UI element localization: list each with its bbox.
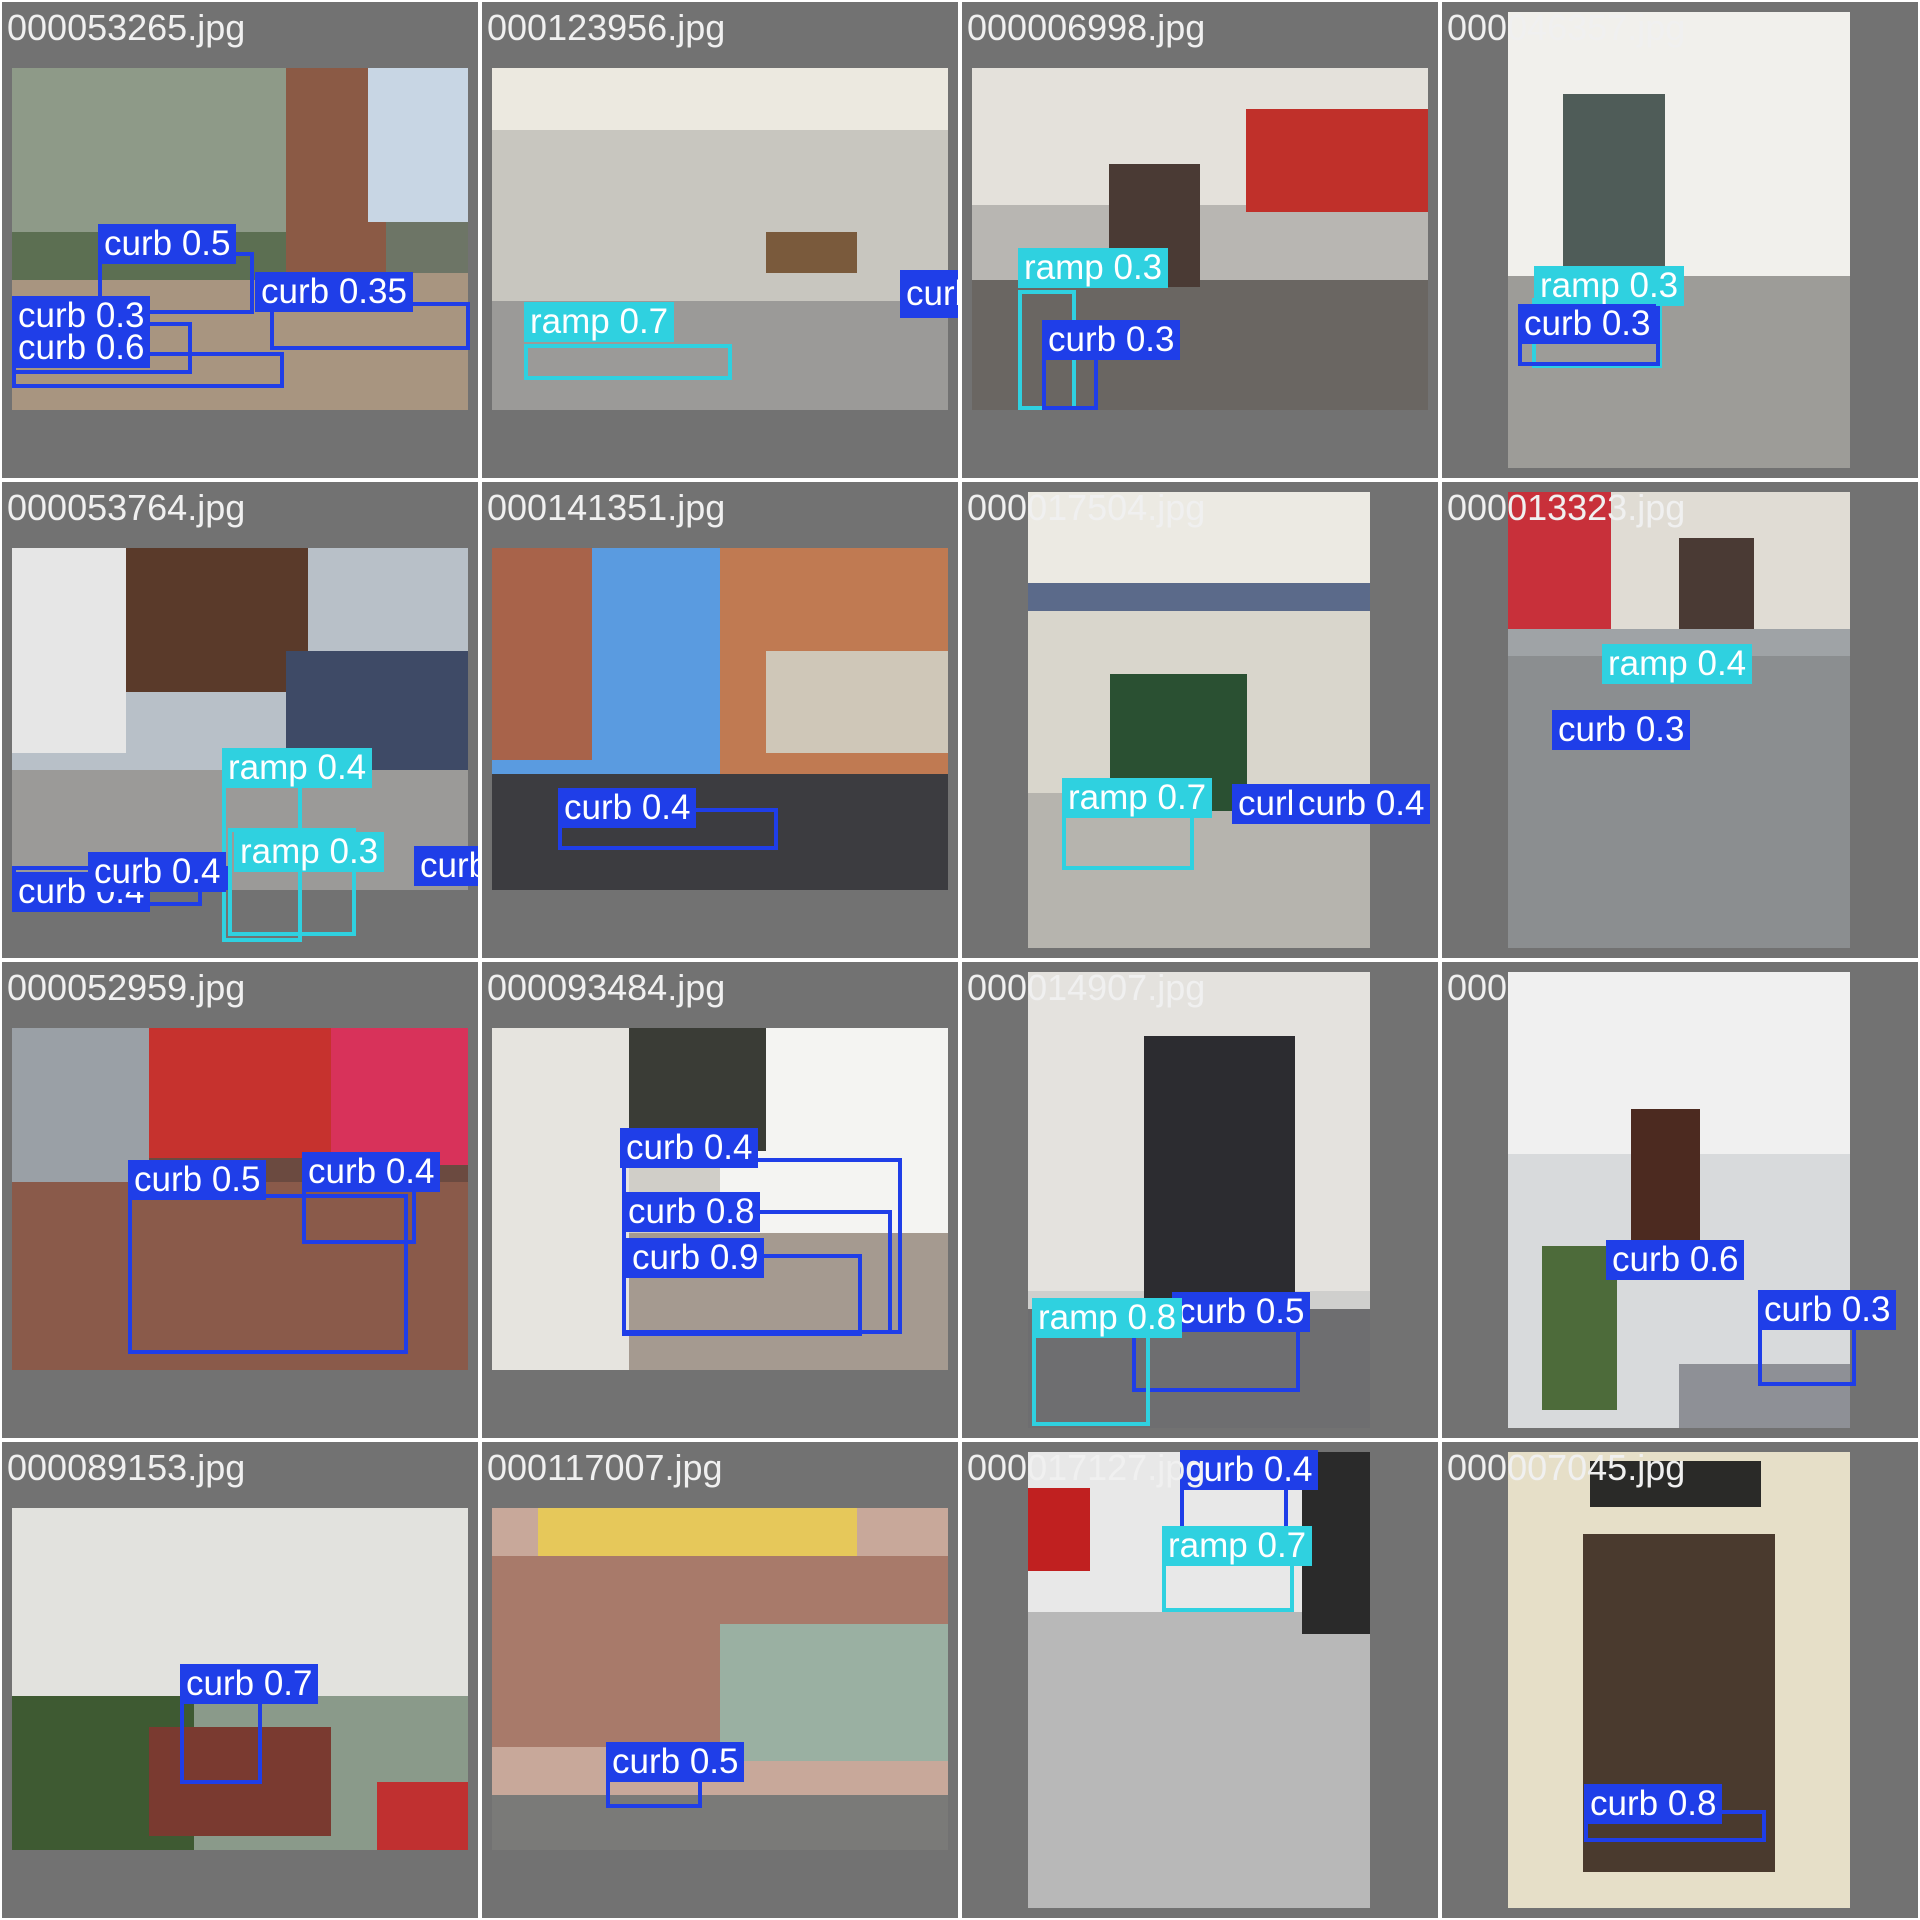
detection-cell: 000123956.jpg ramp 0.7 curb 0.4: [482, 2, 958, 478]
ramp-detection-label: ramp 0.7: [1062, 778, 1213, 818]
image-filename: 000034517.jpg: [1447, 967, 1686, 1008]
curb-bounding-box: [128, 1194, 408, 1354]
curb-detection-label: curb 0.35: [255, 272, 413, 312]
detection-cell: 000017127.jpg curb 0.4 ramp 0.7: [962, 1442, 1438, 1918]
curb-detection-label: curb 0.3: [1042, 320, 1181, 360]
ramp-detection-label: ramp 0.7: [1162, 1526, 1313, 1566]
curb-detection-label: curb 0.3: [1758, 1290, 1897, 1330]
curb-detection-label: curb 0.4: [302, 1152, 441, 1192]
scene-photo: [492, 1508, 948, 1850]
scene-photo: [1508, 1452, 1850, 1908]
curb-detection-label: curb 0.6: [1606, 1240, 1745, 1280]
curb-detection-label: curb 0.3: [1518, 304, 1657, 344]
image-filename: 000093484.jpg: [487, 967, 726, 1008]
ramp-bounding-box: [228, 828, 356, 936]
curb-detection-label: curb 0.4: [12, 872, 151, 912]
detection-cell: 000093484.jpg curb 0.4 curb 0.8 curb 0.9: [482, 962, 958, 1438]
ramp-detection-label: ramp 0.3: [1018, 248, 1169, 288]
scene-photo: [12, 548, 468, 890]
ramp-detection-label: ramp 0.4: [1602, 644, 1753, 684]
image-filename: 000007045.jpg: [1447, 1447, 1686, 1488]
detection-cell: 000006998.jpg ramp 0.3 curb 0.3: [962, 2, 1438, 478]
curb-detection-label: curb 0.4: [88, 852, 227, 892]
curb-detection-label: curb 0.9: [626, 1238, 765, 1278]
curb-detection-label: curb 0.4: [558, 788, 697, 828]
detection-cell: 000013323.jpg ramp 0.4 curb 0.3: [1442, 482, 1918, 958]
detection-cell: 000089153.jpg curb 0.7: [2, 1442, 478, 1918]
ramp-detection-label: ramp 0.7: [524, 302, 675, 342]
detection-cell: 000141351.jpg curb 0.4: [482, 482, 958, 958]
ramp-bounding-box: [524, 344, 732, 380]
detection-cell: 000117007.jpg curb 0.5: [482, 1442, 958, 1918]
image-filename: 000014907.jpg: [967, 967, 1206, 1008]
image-filename: 000017127.jpg: [967, 1447, 1206, 1488]
ramp-detection-label: ramp 0.8: [1032, 1298, 1183, 1338]
curb-detection-label: curb 0.6: [12, 328, 151, 368]
ramp-detection-label: ramp 0.3: [234, 832, 385, 872]
curb-detection-label: curb 0.5: [606, 1742, 745, 1782]
scene-photo: [1028, 492, 1370, 948]
curb-detection-label: curb 0.4: [900, 274, 958, 314]
image-filename: 000017504.jpg: [967, 487, 1206, 528]
image-filename: 000006998.jpg: [967, 7, 1206, 48]
scene-photo: [1028, 1452, 1370, 1908]
curb-detection-label: curb 0.4: [1292, 784, 1431, 824]
image-filename: 000123956.jpg: [487, 7, 726, 48]
curb-detection-label: curb 0.8: [622, 1192, 761, 1232]
detection-cell: 000014907.jpg curb 0.5 ramp 0.8: [962, 962, 1438, 1438]
detection-cell: 000053265.jpg curb 0.5 curb 0.35 curb 0.3 cu…: [2, 2, 478, 478]
detection-cell: 000034517.jpg curb 0.6 curb 0.3: [1442, 962, 1918, 1438]
curb-detection-label: curb 0.7: [180, 1664, 319, 1704]
curb-detection-label: curb 0.3: [414, 846, 478, 886]
detection-cell: 000007045.jpg curb 0.8: [1442, 1442, 1918, 1918]
curb-detection-label: curb 0.5: [128, 1160, 267, 1200]
image-filename: 000053265.jpg: [7, 7, 246, 48]
scene-photo: [12, 1028, 468, 1370]
image-filename: 000141351.jpg: [487, 487, 726, 528]
ramp-detection-label: ramp 0.3: [1534, 266, 1685, 306]
ramp-bounding-box: [1032, 1328, 1150, 1426]
image-filename: 000117007.jpg: [487, 1447, 723, 1488]
curb-detection-label: curb 0.4: [620, 1128, 759, 1168]
image-filename: 000052959.jpg: [7, 967, 246, 1008]
ramp-detection-label: ramp 0.4: [222, 748, 373, 788]
scene-photo: [1508, 972, 1850, 1428]
image-filename: 000089153.jpg: [7, 1447, 246, 1488]
scene-photo: [492, 1028, 948, 1370]
curb-detection-label: curb 0.3: [1552, 710, 1691, 750]
curb-detection-label: curb 0.4: [1180, 1450, 1319, 1490]
scene-photo: [492, 68, 948, 410]
scene-photo: [1028, 972, 1370, 1428]
curb-detection-label: curb 0.5: [98, 224, 237, 264]
image-filename: 000053764.jpg: [7, 487, 246, 528]
image-filename: 000013323.jpg: [1447, 487, 1686, 528]
detection-cell: 000052959.jpg curb 0.5 curb 0.4: [2, 962, 478, 1438]
curb-detection-label: curb 0.5: [1172, 1292, 1311, 1332]
image-filename: 000046357.jpg: [1447, 7, 1686, 48]
scene-photo: [1508, 12, 1850, 468]
detection-cell: 000046357.jpg ramp 0.3 curb 0.3: [1442, 2, 1918, 478]
curb-detection-label: curb 0.8: [1584, 1784, 1723, 1824]
